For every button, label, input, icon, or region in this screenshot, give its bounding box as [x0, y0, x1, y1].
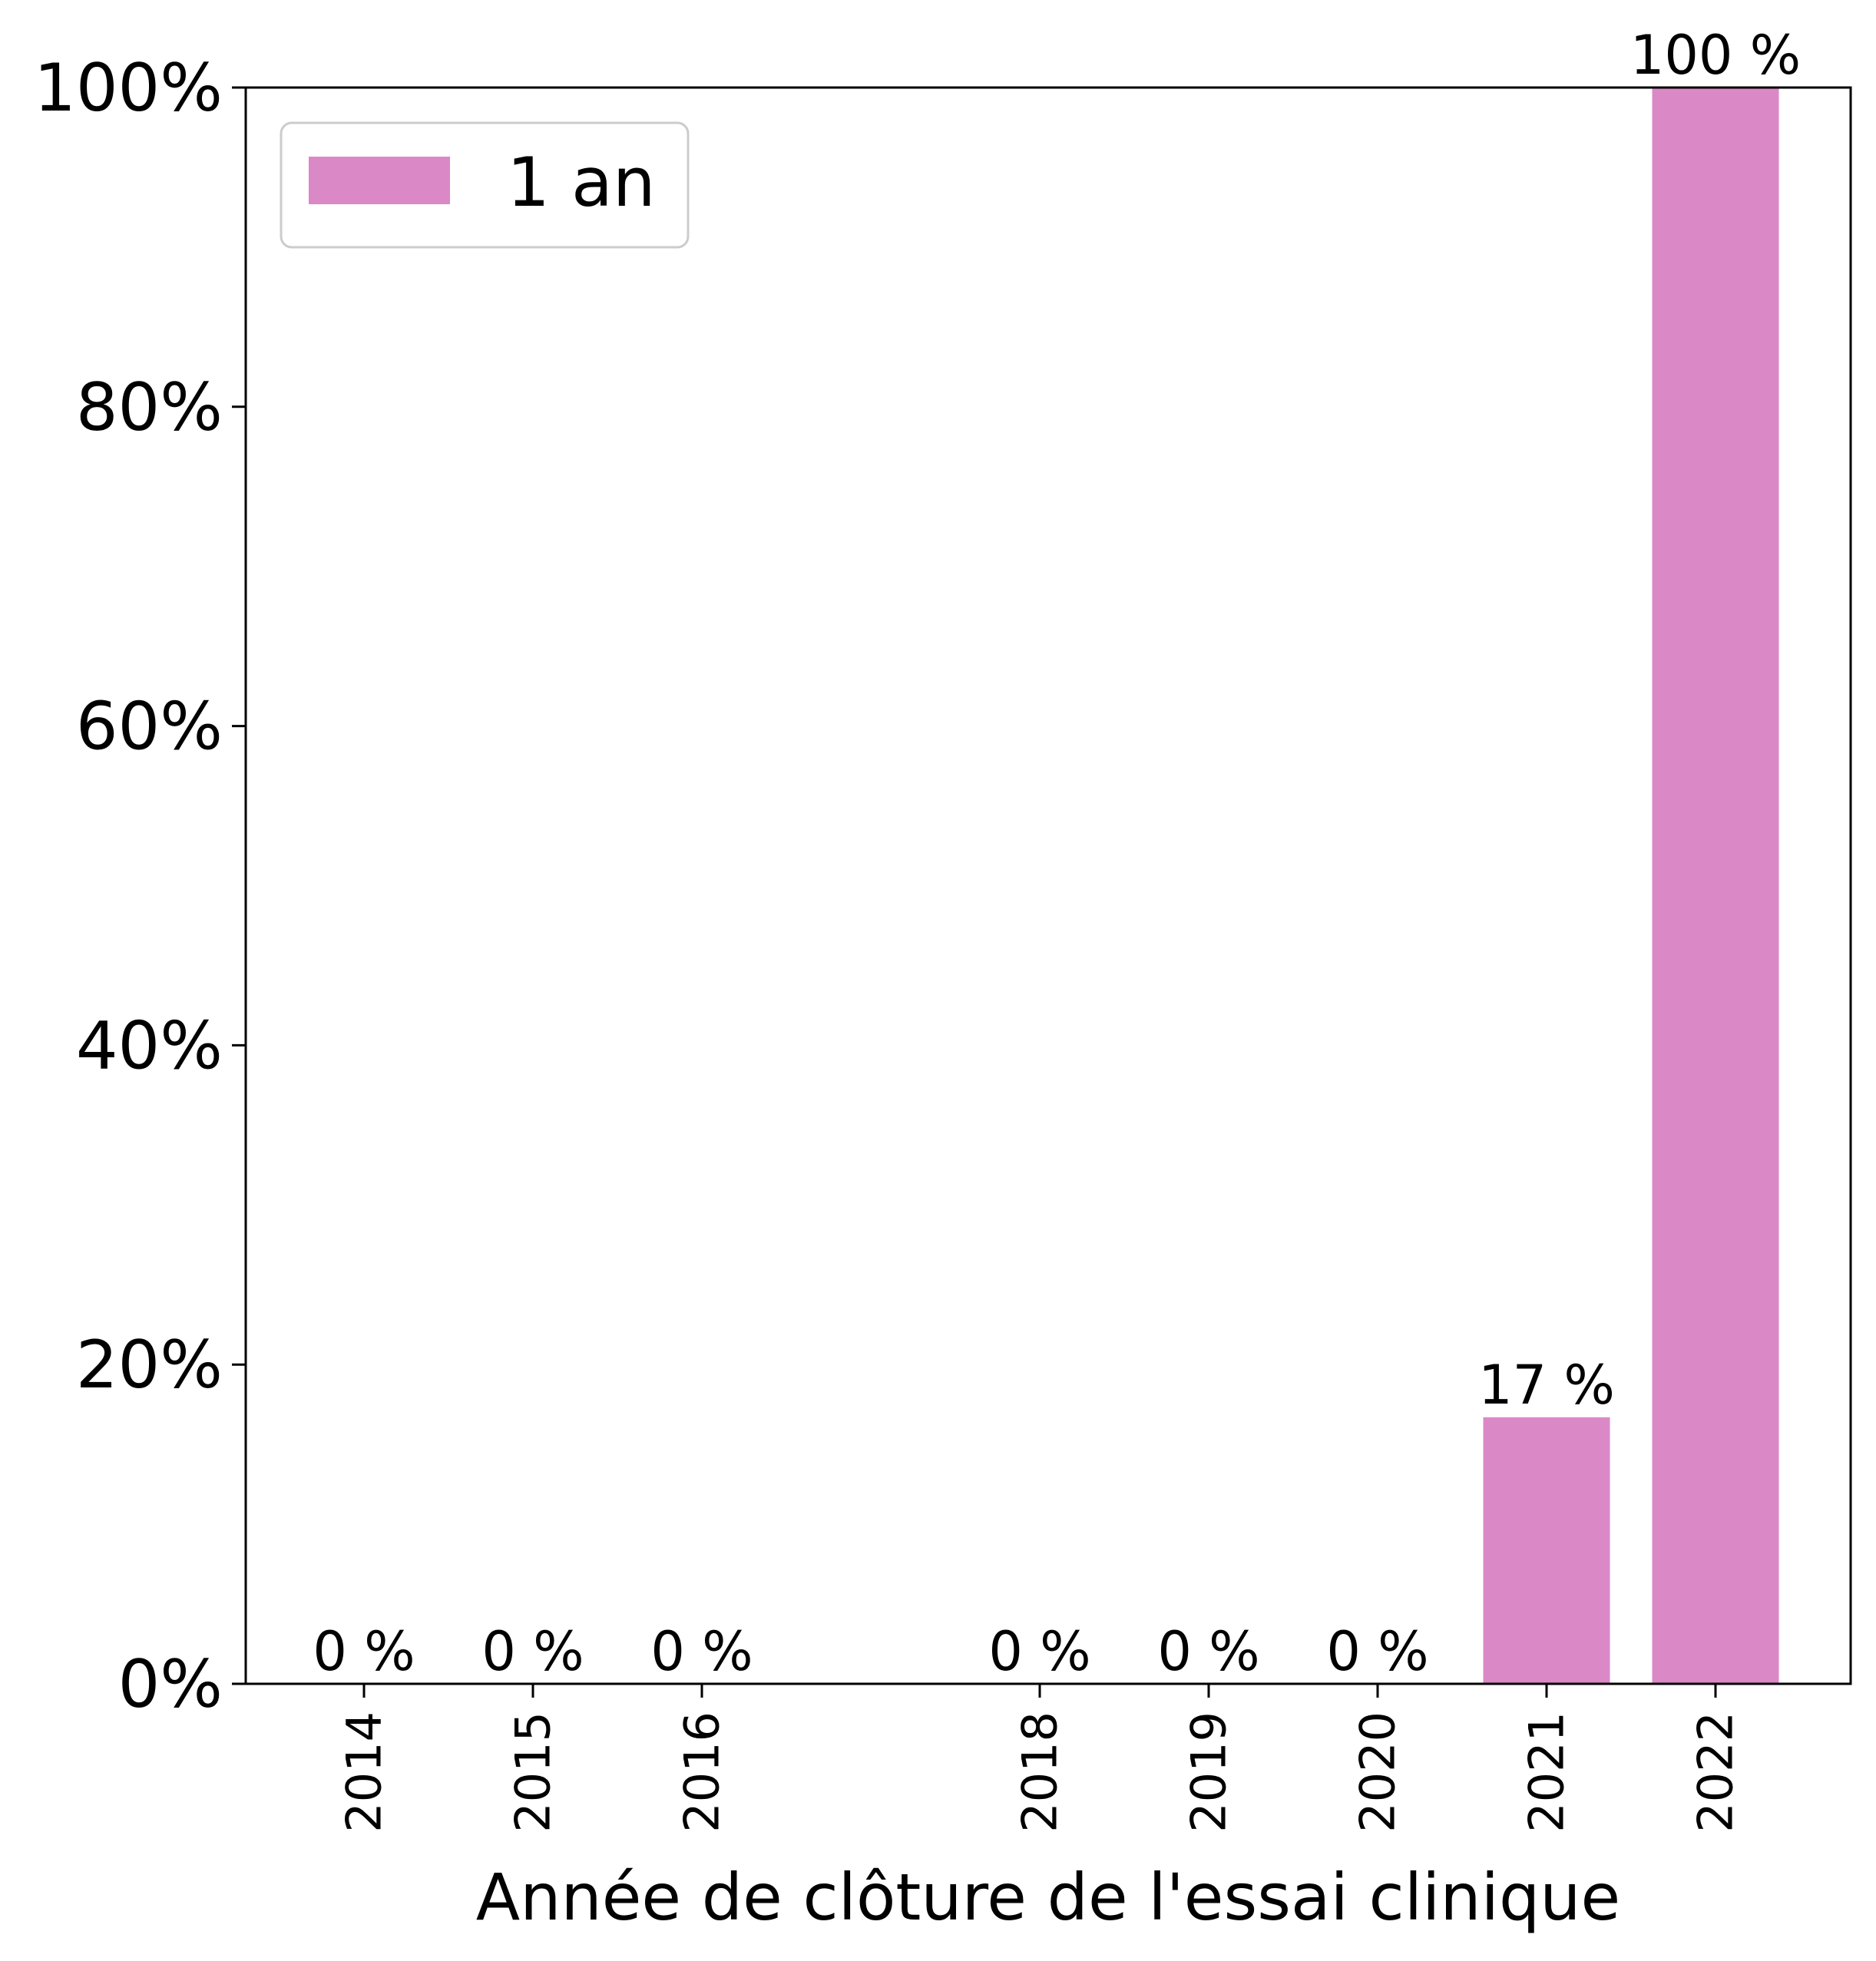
data-label-2022: 100 % [1630, 24, 1801, 87]
data-label-2021: 17 % [1478, 1354, 1615, 1417]
x-tick-label: 2022 [1688, 1711, 1744, 1833]
data-label-2015: 0 % [481, 1620, 584, 1683]
data-label-2019: 0 % [1157, 1620, 1259, 1683]
y-tick-label: 100% [34, 50, 223, 127]
y-tick-label: 60% [76, 689, 223, 766]
x-tick-label: 2020 [1350, 1711, 1406, 1833]
bar-2021 [1483, 1417, 1610, 1684]
legend: 1 an [280, 121, 690, 249]
y-tick-label: 40% [76, 1007, 223, 1084]
y-axis: 0% 20% 40% 60% 80% 100% [34, 50, 246, 1723]
bar-2022 [1652, 88, 1779, 1684]
data-label-2014: 0 % [313, 1620, 415, 1683]
x-axis: 2014 2015 2016 2018 2019 2020 2021 2022 [336, 1684, 1744, 1833]
x-tick-label: 2015 [505, 1711, 561, 1833]
legend-box [280, 121, 690, 249]
data-label-2016: 0 % [650, 1620, 753, 1683]
x-axis-title: Année de clôture de l'essai clinique [476, 1860, 1620, 1935]
data-label-2018: 0 % [988, 1620, 1090, 1683]
x-tick-label: 2019 [1181, 1711, 1237, 1833]
bars [1483, 88, 1779, 1684]
x-tick-label: 2016 [674, 1711, 730, 1833]
data-label-2020: 0 % [1326, 1620, 1428, 1683]
x-tick-label: 2014 [336, 1711, 392, 1833]
legend-swatch [309, 157, 450, 204]
plot-frame [244, 86, 1852, 1685]
y-tick-label: 20% [76, 1327, 223, 1404]
x-tick-label: 2018 [1012, 1711, 1068, 1833]
legend-label: 1 an [507, 143, 656, 222]
y-tick-label: 80% [76, 369, 223, 446]
data-labels: 0 % 0 % 0 % 0 % 0 % 0 % 17 % 100 % [313, 24, 1801, 1683]
x-tick-label: 2021 [1519, 1711, 1575, 1833]
y-tick-label: 0% [118, 1646, 223, 1723]
